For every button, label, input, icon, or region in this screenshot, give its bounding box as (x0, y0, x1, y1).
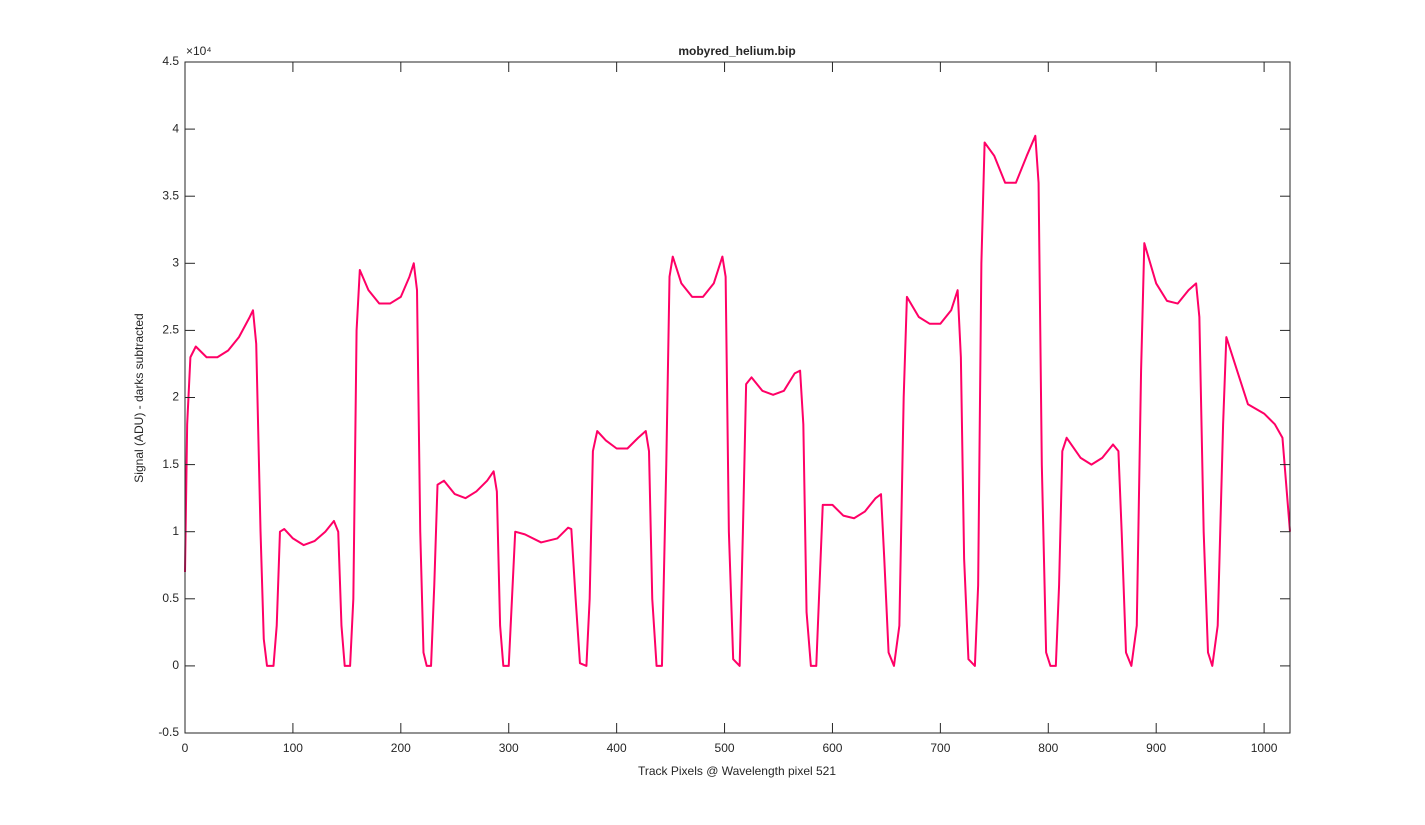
x-tick-label: 300 (499, 741, 519, 755)
x-tick-label: 900 (1146, 741, 1166, 755)
x-tick-label: 700 (930, 741, 950, 755)
x-tick-label: 1000 (1251, 741, 1278, 755)
y-tick-label: 4 (172, 121, 179, 135)
x-tick-label: 800 (1038, 741, 1058, 755)
y-tick-label: 1 (172, 524, 179, 538)
y-tick-label: 3 (172, 255, 179, 269)
x-tick-label: 600 (822, 741, 842, 755)
y-tick-label: -0.5 (158, 725, 179, 739)
y-tick-label: 4.5 (162, 54, 179, 68)
y-tick-label: 3.5 (162, 188, 179, 202)
y-tick-label: 0.5 (162, 591, 179, 605)
x-tick-label: 0 (182, 741, 189, 755)
x-tick-label: 200 (391, 741, 411, 755)
chart-title: mobyred_helium.bip (678, 44, 795, 58)
y-multiplier: ×10⁴ (186, 44, 212, 58)
y-tick-label: 2.5 (162, 323, 179, 337)
y-tick-label: 0 (172, 658, 179, 672)
x-tick-label: 100 (283, 741, 303, 755)
x-tick-label: 500 (715, 741, 735, 755)
x-tick-label: 400 (607, 741, 627, 755)
y-tick-label: 2 (172, 390, 179, 404)
data-line (184, 134, 1291, 667)
x-axis-label: Track Pixels @ Wavelength pixel 521 (638, 764, 836, 778)
y-tick-label: 1.5 (162, 457, 179, 471)
y-axis-label: Signal (ADU) - darks subtracted (132, 313, 146, 482)
